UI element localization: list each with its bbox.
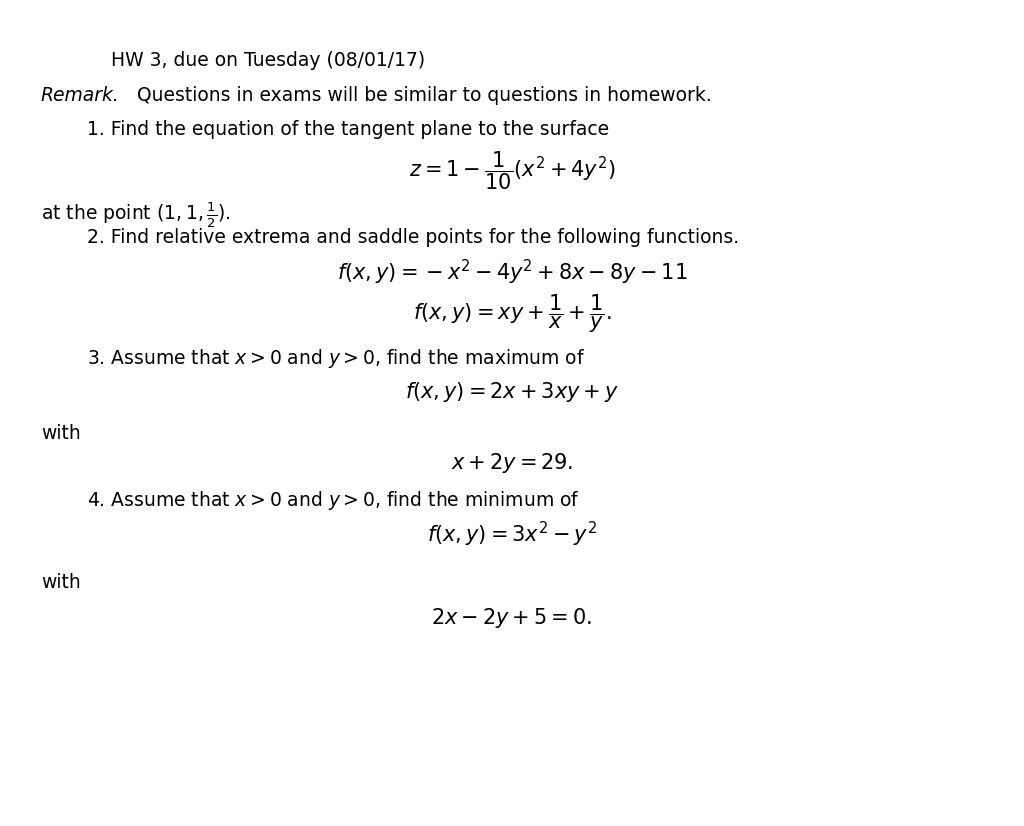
Text: 4. Assume that $x > 0$ and $y > 0$, find the minimum of: 4. Assume that $x > 0$ and $y > 0$, find… [87,488,580,511]
Text: $f(x,y) = 2x + 3xy + y$: $f(x,y) = 2x + 3xy + y$ [404,380,620,404]
Text: $x + 2y = 29.$: $x + 2y = 29.$ [451,451,573,475]
Text: 1. Find the equation of the tangent plane to the surface: 1. Find the equation of the tangent plan… [87,121,609,140]
Text: at the point $(1,1,\frac{1}{2})$.: at the point $(1,1,\frac{1}{2})$. [41,201,230,230]
Text: $2x - 2y + 5 = 0.$: $2x - 2y + 5 = 0.$ [431,605,593,629]
Text: $f(x,y) = 3x^2 - y^2$: $f(x,y) = 3x^2 - y^2$ [427,520,597,549]
Text: 3. Assume that $x > 0$ and $y > 0$, find the maximum of: 3. Assume that $x > 0$ and $y > 0$, find… [87,347,585,370]
Text: with: with [41,573,81,592]
Text: $z = 1 - \dfrac{1}{10}(x^2 + 4y^2)$: $z = 1 - \dfrac{1}{10}(x^2 + 4y^2)$ [409,150,615,192]
Text: HW 3, due on Tuesday (08/01/17): HW 3, due on Tuesday (08/01/17) [111,51,425,70]
Text: $f(x,y) = -x^2 - 4y^2 + 8x - 8y - 11$: $f(x,y) = -x^2 - 4y^2 + 8x - 8y - 11$ [337,258,687,287]
Text: Remark.: Remark. [41,86,120,105]
Text: Questions in exams will be similar to questions in homework.: Questions in exams will be similar to qu… [125,86,712,105]
Text: $f(x,y) = xy + \dfrac{1}{x} + \dfrac{1}{y}.$: $f(x,y) = xy + \dfrac{1}{x} + \dfrac{1}{… [413,293,611,335]
Text: 2. Find relative extrema and saddle points for the following functions.: 2. Find relative extrema and saddle poin… [87,228,739,247]
Text: with: with [41,425,81,444]
